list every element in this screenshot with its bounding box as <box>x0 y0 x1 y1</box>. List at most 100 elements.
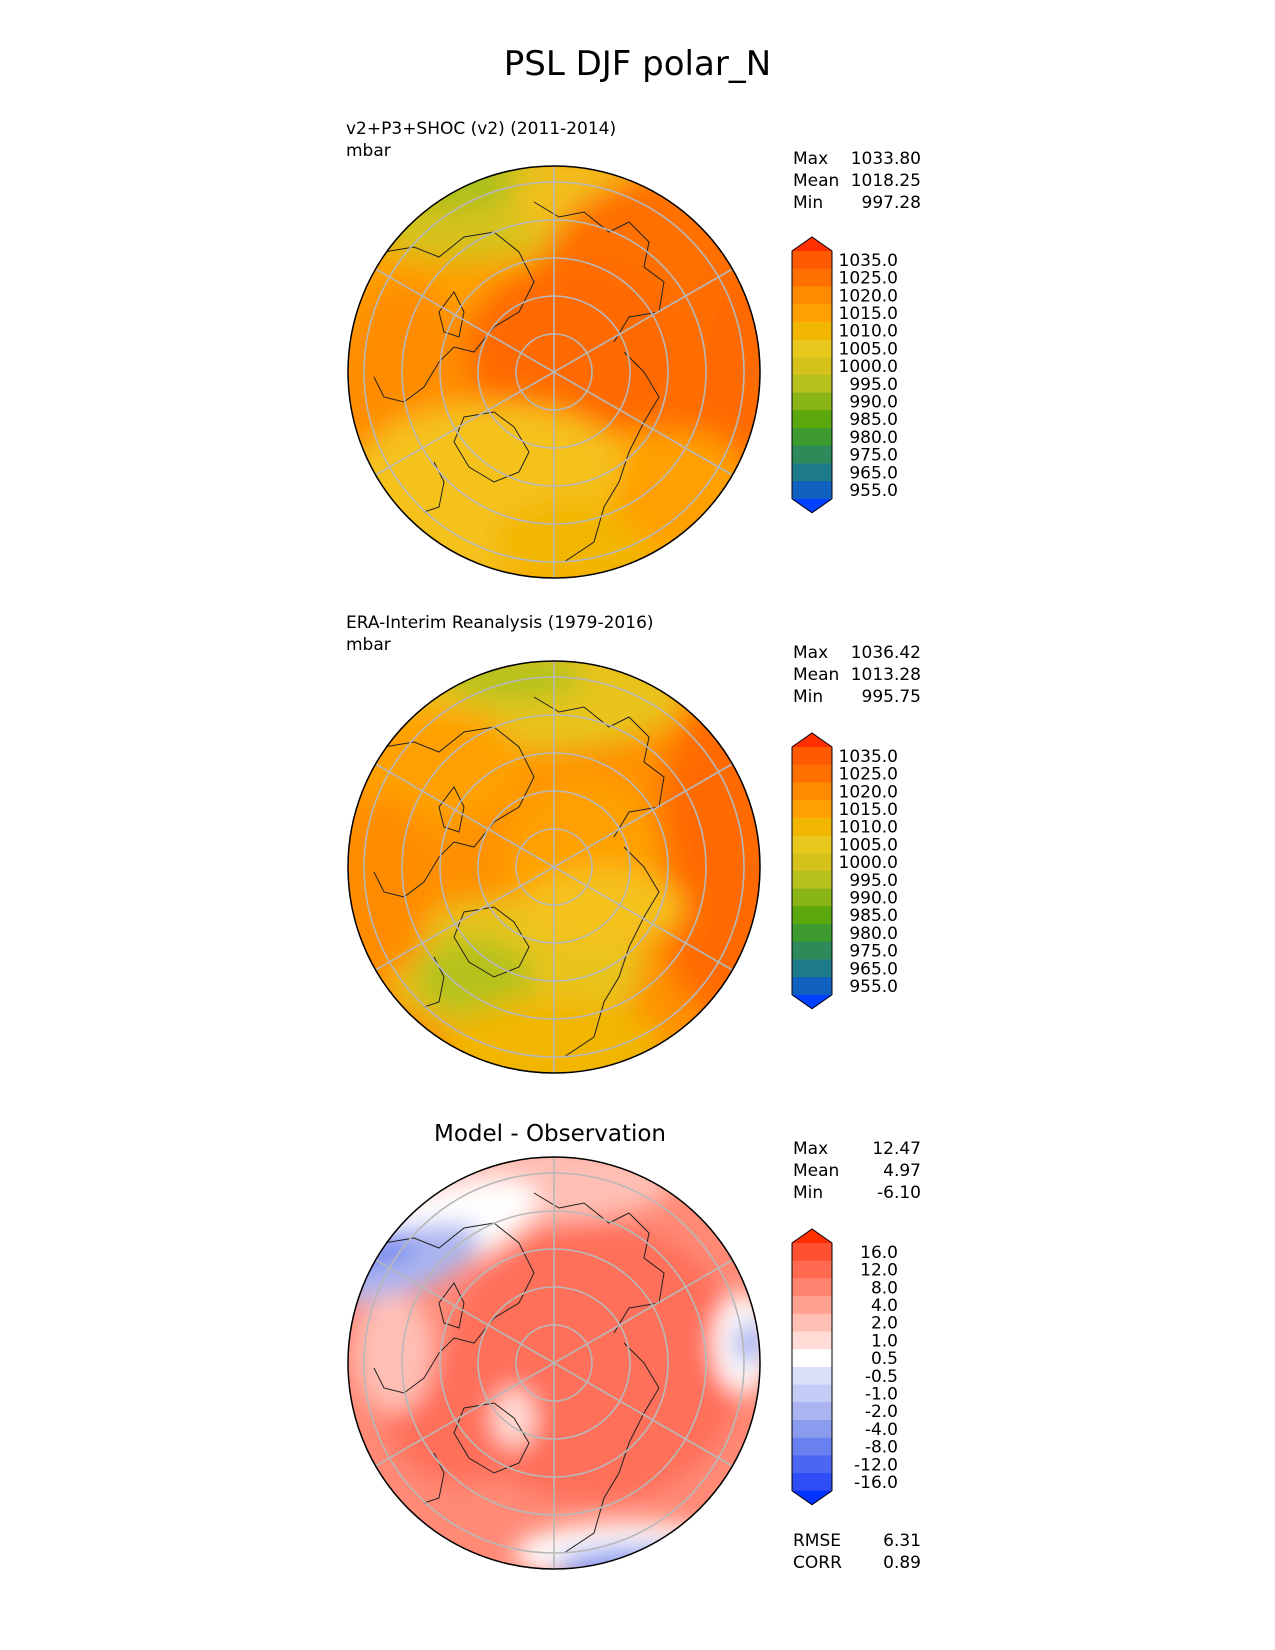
observation-colorbar-ticks: 1035.01025.01020.01015.01010.01005.01000… <box>839 747 898 997</box>
model-polar-map <box>347 165 761 579</box>
colorbar-band <box>792 782 832 801</box>
colorbar-band <box>792 286 832 305</box>
colorbar-tick-label: 985.0 <box>849 410 898 430</box>
stat-mean: Mean 4.97 <box>793 1160 921 1182</box>
stat-label: Min <box>793 193 824 213</box>
colorbar-tick-label: 1035.0 <box>839 251 898 271</box>
colorbar-band <box>792 410 832 429</box>
colorbar-tick-label: 1015.0 <box>839 800 898 820</box>
model-colorbar-swatches <box>791 236 833 514</box>
stat-value: 995.75 <box>861 687 921 707</box>
colorbar-tick-label: -12.0 <box>854 1455 898 1475</box>
colorbar-band <box>792 1384 832 1403</box>
stat-max: Max 12.47 <box>793 1138 921 1160</box>
colorbar-tick-label: 975.0 <box>849 942 898 962</box>
colorbar-band <box>792 1366 832 1386</box>
colorbar-tick-label: 1015.0 <box>839 304 898 324</box>
difference-stats: Max 12.47 Mean 4.97 Min -6.10 <box>793 1138 921 1204</box>
colorbar-tick-label: 1000.0 <box>839 853 898 873</box>
difference-heading: Model - Observation <box>433 1121 667 1147</box>
colorbar-band <box>792 339 832 358</box>
colorbar-extend-max <box>792 237 832 251</box>
metric-corr: CORR 0.89 <box>793 1552 921 1574</box>
colorbar-band <box>792 835 832 854</box>
colorbar-band <box>792 445 832 464</box>
model-caption-name: v2+P3+SHOC (v2) (2011-2014) <box>346 119 617 139</box>
observation-polar-map <box>347 660 761 1074</box>
stat-value: 4.97 <box>883 1161 921 1181</box>
colorbar-band <box>792 374 832 394</box>
obs-stats: Max 1036.42 Mean 1013.28 Min 995.75 <box>793 642 921 708</box>
colorbar-tick-label: 990.0 <box>849 392 898 412</box>
colorbar-tick-label: 1.0 <box>871 1331 898 1351</box>
colorbar-tick-label: 1020.0 <box>839 782 898 802</box>
colorbar-tick-label: 1005.0 <box>839 835 898 855</box>
stat-label: Max <box>793 1139 829 1159</box>
colorbar-outline <box>791 1228 833 1506</box>
observation-colorbar-swatches <box>791 732 833 1010</box>
model-caption: v2+P3+SHOC (v2) (2011-2014) mbar <box>346 118 616 162</box>
colorbar-band <box>792 1473 832 1492</box>
colorbar-extend-max <box>792 733 832 747</box>
colorbar-tick-label: -4.0 <box>865 1420 898 1440</box>
observation-colorbar: 1035.01025.01020.01015.01010.01005.01000… <box>791 732 898 1010</box>
colorbar-tick-label: 975.0 <box>849 446 898 466</box>
obs-caption: ERA-Interim Reanalysis (1979-2016) mbar <box>346 612 654 656</box>
colorbar-band <box>792 1349 832 1368</box>
colorbar-band <box>792 1278 832 1297</box>
stat-label: Min <box>793 1183 824 1203</box>
colorbar-tick-label: 995.0 <box>849 375 898 395</box>
colorbar-band <box>792 1296 832 1315</box>
colorbar-band <box>792 959 832 978</box>
colorbar-tick-label: -0.5 <box>865 1367 898 1387</box>
colorbar-tick-label: 1000.0 <box>839 357 898 377</box>
colorbar-band <box>792 1402 832 1421</box>
colorbar-band <box>792 1260 832 1279</box>
colorbar-tick-label: 955.0 <box>849 977 898 997</box>
colorbar-band <box>792 1437 832 1456</box>
difference-metrics: RMSE 6.31 CORR 0.89 <box>793 1530 921 1574</box>
colorbar-band <box>792 1243 832 1262</box>
colorbar-tick-label: -8.0 <box>865 1438 898 1458</box>
stat-label: Min <box>793 687 824 707</box>
stat-label: Max <box>793 643 829 663</box>
colorbar-band <box>792 1331 832 1350</box>
colorbar-tick-label: 1010.0 <box>839 322 898 342</box>
colorbar-tick-label: 1025.0 <box>839 269 898 289</box>
difference-colorbar: 16.012.08.04.02.01.00.5-0.5-1.0-2.0-4.0-… <box>791 1228 898 1506</box>
colorbar-band <box>792 357 832 376</box>
stat-min: Min 997.28 <box>793 192 921 214</box>
stat-label: Max <box>793 149 829 169</box>
model-colorbar: 1035.01025.01020.01015.01010.01005.01000… <box>791 236 898 514</box>
colorbar-band <box>792 392 832 411</box>
colorbar-tick-label: 8.0 <box>871 1278 898 1298</box>
colorbar-tick-label: 12.0 <box>860 1261 898 1281</box>
colorbar-tick-label: 985.0 <box>849 906 898 926</box>
colorbar-outline <box>791 732 833 1010</box>
colorbar-band <box>792 268 832 287</box>
colorbar-tick-label: 965.0 <box>849 959 898 979</box>
colorbar-band <box>792 428 832 447</box>
colorbar-tick-label: 1005.0 <box>839 339 898 359</box>
colorbar-band <box>792 906 832 925</box>
figure-title: PSL DJF polar_N <box>503 44 772 84</box>
colorbar-band <box>792 870 832 890</box>
stat-label: Mean <box>793 171 840 191</box>
colorbar-tick-label: 955.0 <box>849 481 898 501</box>
colorbar-tick-label: 1025.0 <box>839 765 898 785</box>
colorbar-band <box>792 1313 832 1332</box>
metric-rmse: RMSE 6.31 <box>793 1530 921 1552</box>
colorbar-tick-label: 990.0 <box>849 888 898 908</box>
stat-min: Min 995.75 <box>793 686 921 708</box>
colorbar-band <box>792 977 832 996</box>
colorbar-band <box>792 1420 832 1439</box>
colorbar-band <box>792 321 832 340</box>
stat-value: 1033.80 <box>850 149 921 169</box>
difference-polar-map <box>347 1156 761 1570</box>
stat-value: 997.28 <box>861 193 921 213</box>
colorbar-band <box>792 463 832 482</box>
stat-value: 1013.28 <box>850 665 921 685</box>
colorbar-tick-label: 0.5 <box>871 1349 898 1369</box>
colorbar-tick-label: -2.0 <box>865 1402 898 1422</box>
stat-max: Max 1036.42 <box>793 642 921 664</box>
